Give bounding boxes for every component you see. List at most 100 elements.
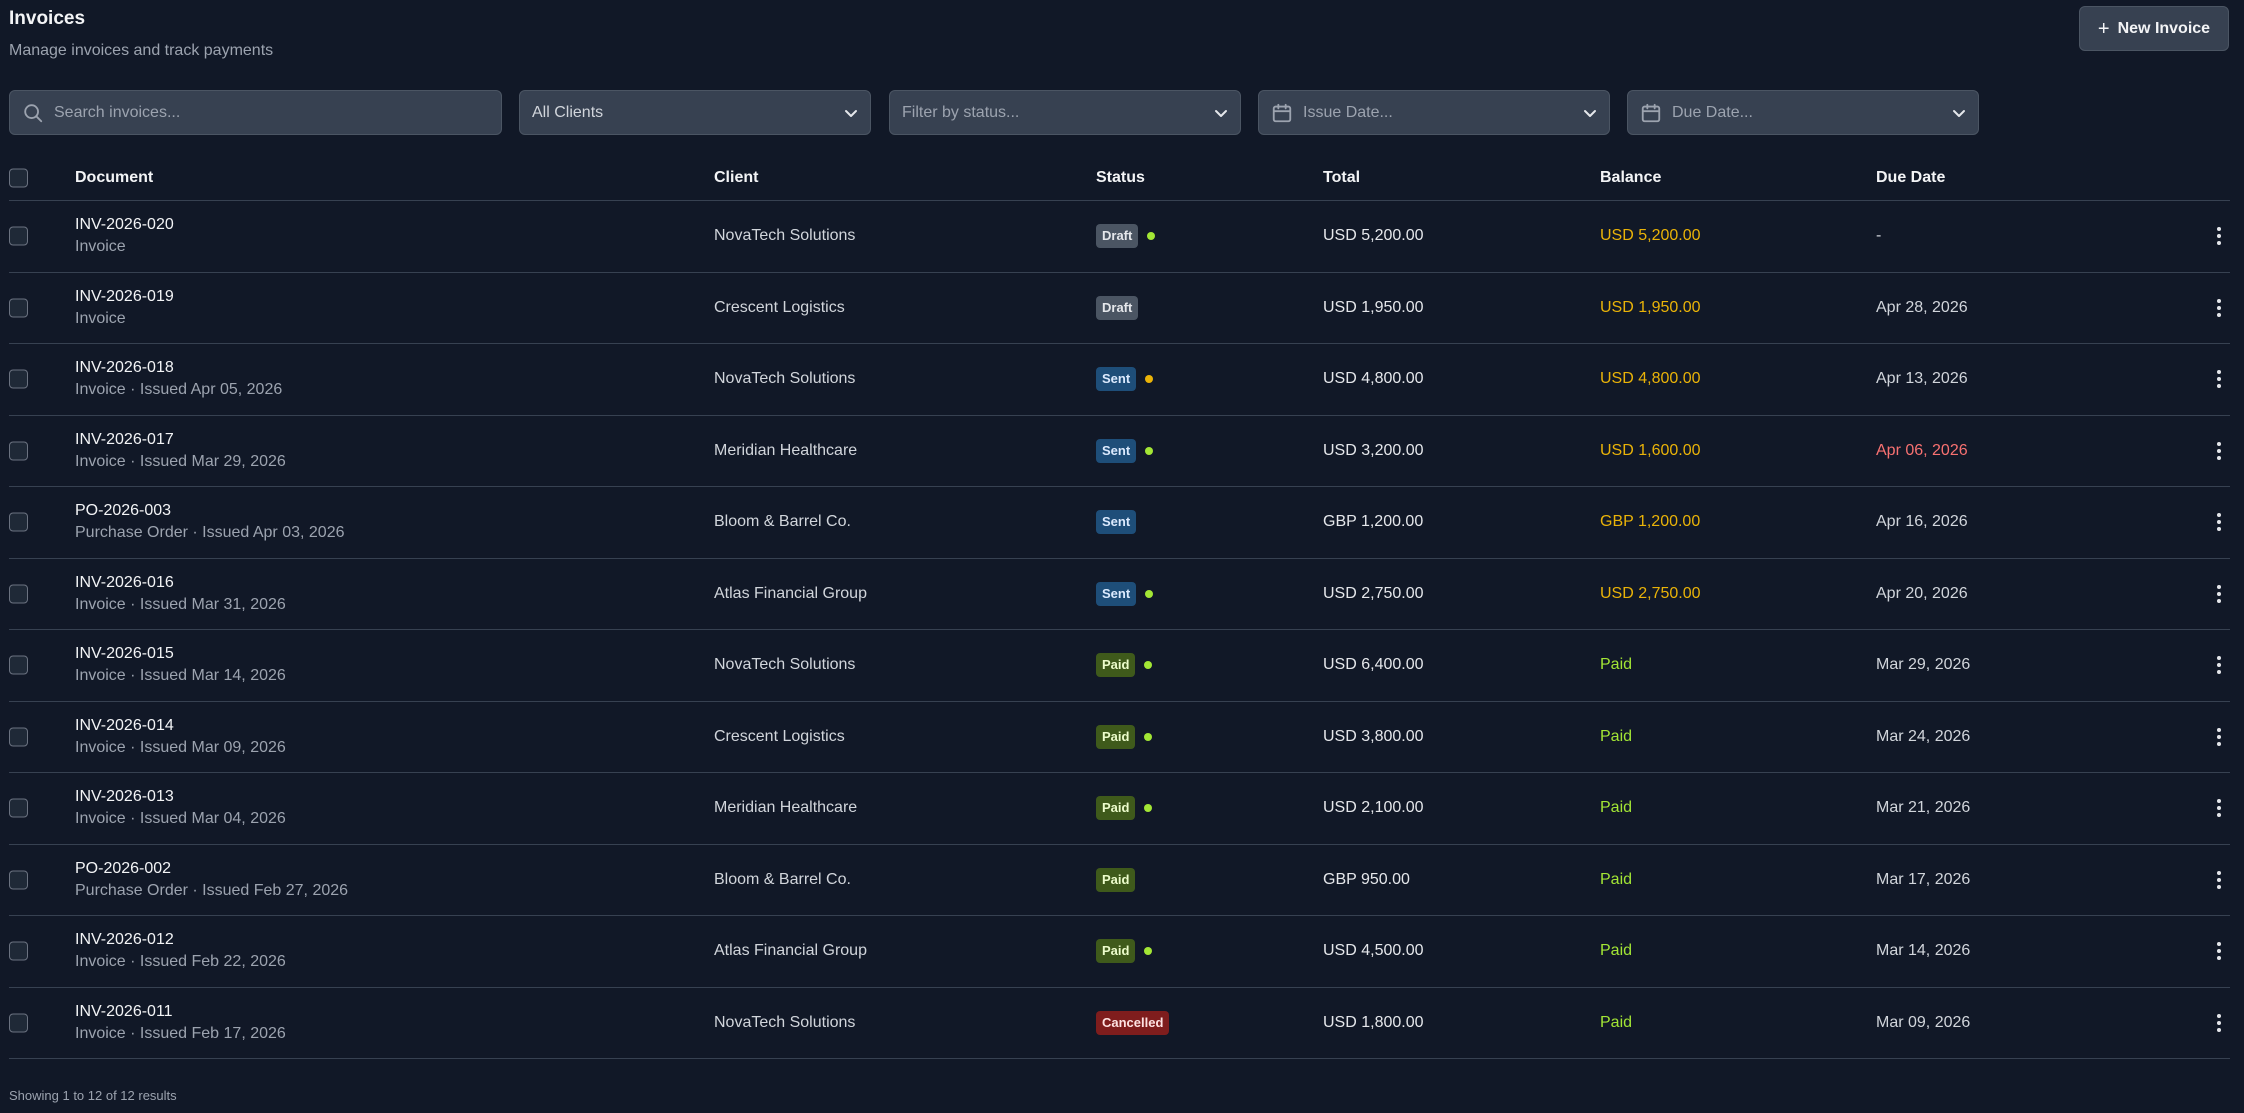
more-options-icon[interactable] — [2216, 369, 2222, 389]
due-date: - — [1876, 227, 1882, 245]
search-icon — [24, 103, 43, 122]
document-cell: INV-2026-011 Invoice · Issued Feb 17, 202… — [75, 988, 286, 1059]
row-checkbox[interactable] — [9, 798, 28, 818]
more-options-icon[interactable] — [2216, 727, 2222, 747]
document-meta: Invoice — [75, 238, 126, 256]
issue-date-value: Issue Date... — [1303, 103, 1393, 121]
total-amount: USD 3,800.00 — [1323, 727, 1424, 745]
table-body: INV-2026-020 Invoice NovaTech Solutions Dra… — [9, 201, 2230, 1059]
more-options-icon[interactable] — [2216, 1013, 2222, 1033]
due-date: Apr 28, 2026 — [1876, 298, 1968, 316]
more-options-icon[interactable] — [2216, 655, 2222, 675]
row-checkbox[interactable] — [9, 1013, 28, 1033]
row-checkbox[interactable] — [9, 727, 28, 747]
table-row[interactable]: INV-2026-014 Invoice · Issued Mar 09, 202… — [9, 702, 2230, 773]
status-cell: Cancelled — [1096, 988, 1170, 1059]
column-client[interactable]: Client — [714, 168, 759, 186]
more-options-icon[interactable] — [2216, 298, 2222, 318]
page-title: Invoices — [9, 8, 86, 29]
due-date: Mar 21, 2026 — [1876, 799, 1971, 817]
clients-select[interactable]: All Clients — [519, 90, 871, 135]
document-number[interactable]: INV-2026-012 — [75, 931, 174, 949]
column-document[interactable]: Document — [75, 168, 154, 186]
row-select-cell — [9, 916, 39, 987]
document-number[interactable]: INV-2026-018 — [75, 359, 174, 377]
due-date: Apr 20, 2026 — [1876, 584, 1968, 602]
table-row[interactable]: INV-2026-011 Invoice · Issued Feb 17, 202… — [9, 988, 2230, 1059]
more-options-icon[interactable] — [2216, 512, 2222, 532]
table-row[interactable]: INV-2026-020 Invoice NovaTech Solutions Dra… — [9, 201, 2230, 273]
table-row[interactable]: INV-2026-015 Invoice · Issued Mar 14, 202… — [9, 630, 2230, 702]
document-number[interactable]: PO-2026-002 — [75, 859, 172, 877]
status-indicator-dot — [1144, 661, 1153, 670]
column-status[interactable]: Status — [1096, 168, 1145, 186]
more-options-icon[interactable] — [2216, 798, 2222, 818]
clients-select-value: All Clients — [532, 103, 604, 121]
row-select-cell — [9, 416, 39, 487]
status-cell: Draft — [1096, 273, 1139, 344]
document-meta: Invoice · Issued Mar 31, 2026 — [75, 595, 286, 613]
table-row[interactable]: INV-2026-013 Invoice · Issued Mar 04, 202… — [9, 773, 2230, 845]
document-meta: Invoice · Issued Mar 04, 2026 — [75, 810, 286, 828]
row-checkbox[interactable] — [9, 655, 28, 675]
row-checkbox[interactable] — [9, 226, 28, 246]
document-number[interactable]: INV-2026-020 — [75, 216, 174, 234]
client-name: Crescent Logistics — [714, 298, 845, 316]
row-checkbox[interactable] — [9, 512, 28, 532]
client-name: NovaTech Solutions — [714, 1013, 856, 1031]
select-all-checkbox[interactable] — [9, 168, 28, 187]
row-checkbox[interactable] — [9, 441, 28, 461]
document-number[interactable]: INV-2026-017 — [75, 430, 174, 448]
document-meta: Invoice · Issued Feb 17, 2026 — [75, 1024, 286, 1042]
document-number[interactable]: INV-2026-011 — [75, 1002, 173, 1020]
row-checkbox[interactable] — [9, 369, 28, 389]
search-box[interactable] — [9, 90, 502, 135]
table-row[interactable]: INV-2026-016 Invoice · Issued Mar 31, 202… — [9, 559, 2230, 630]
table-row[interactable]: INV-2026-017 Invoice · Issued Mar 29, 202… — [9, 416, 2230, 487]
due-date: Apr 16, 2026 — [1876, 513, 1968, 531]
row-checkbox[interactable] — [9, 941, 28, 961]
more-options-icon[interactable] — [2216, 226, 2222, 246]
column-total[interactable]: Total — [1323, 168, 1361, 186]
due-date-picker[interactable]: Due Date... — [1627, 90, 1979, 135]
row-checkbox[interactable] — [9, 870, 28, 890]
status-cell: Paid — [1096, 702, 1153, 773]
row-select-cell — [9, 344, 39, 415]
more-options-icon[interactable] — [2216, 584, 2222, 604]
balance-amount: Paid — [1600, 942, 1633, 960]
document-number[interactable]: INV-2026-014 — [75, 716, 174, 734]
document-number[interactable]: INV-2026-015 — [75, 645, 174, 663]
document-cell: INV-2026-012 Invoice · Issued Feb 22, 202… — [75, 916, 286, 987]
document-cell: INV-2026-017 Invoice · Issued Mar 29, 202… — [75, 416, 286, 487]
column-balance[interactable]: Balance — [1600, 168, 1662, 186]
search-input[interactable] — [54, 103, 489, 122]
document-number[interactable]: INV-2026-019 — [75, 287, 174, 305]
due-date: Mar 14, 2026 — [1876, 942, 1971, 960]
table-row[interactable]: PO-2026-002 Purchase Order · Issued Feb 2… — [9, 845, 2230, 916]
table-row[interactable]: INV-2026-012 Invoice · Issued Feb 22, 202… — [9, 916, 2230, 988]
table-row[interactable]: INV-2026-019 Invoice Crescent Logistics Dra… — [9, 273, 2230, 344]
table-row[interactable]: PO-2026-003 Purchase Order · Issued Apr 0… — [9, 487, 2230, 559]
due-date: Mar 29, 2026 — [1876, 656, 1971, 674]
status-indicator-dot — [1145, 589, 1154, 598]
row-checkbox[interactable] — [9, 584, 28, 604]
invoices-table: Document Client Status Total Balance Due… — [9, 155, 2230, 1059]
document-number[interactable]: INV-2026-016 — [75, 573, 174, 591]
client-name: Atlas Financial Group — [714, 584, 867, 602]
status-select[interactable]: Filter by status... — [889, 90, 1241, 135]
status-cell: Sent — [1096, 344, 1154, 415]
document-number[interactable]: INV-2026-013 — [75, 788, 174, 806]
row-select-cell — [9, 630, 39, 701]
issue-date-picker[interactable]: Issue Date... — [1258, 90, 1610, 135]
balance-amount: Paid — [1600, 656, 1633, 674]
table-row[interactable]: INV-2026-018 Invoice · Issued Apr 05, 202… — [9, 344, 2230, 416]
total-amount: USD 4,800.00 — [1323, 370, 1424, 388]
row-checkbox[interactable] — [9, 298, 28, 318]
document-number[interactable]: PO-2026-003 — [75, 502, 172, 520]
column-due-date[interactable]: Due Date — [1876, 168, 1946, 186]
status-cell: Sent — [1096, 559, 1154, 630]
new-invoice-button[interactable]: + New Invoice — [2079, 6, 2229, 51]
more-options-icon[interactable] — [2216, 870, 2222, 890]
more-options-icon[interactable] — [2216, 441, 2222, 461]
more-options-icon[interactable] — [2216, 941, 2222, 961]
